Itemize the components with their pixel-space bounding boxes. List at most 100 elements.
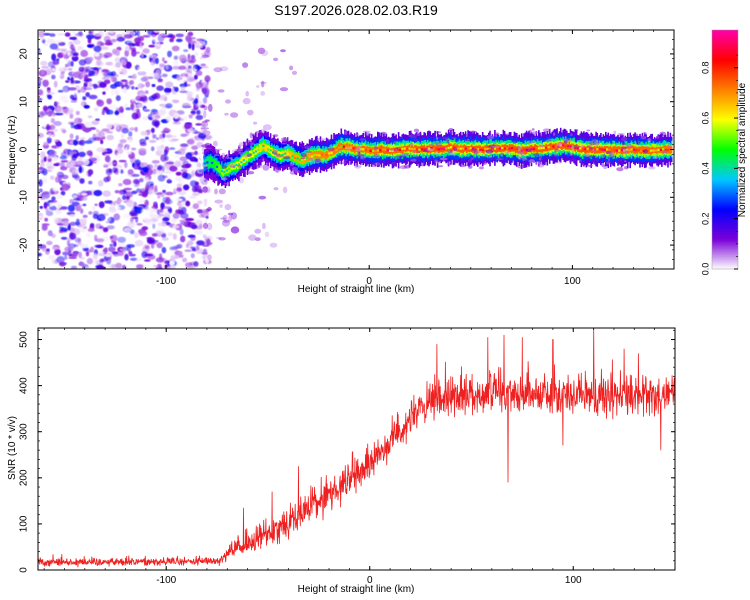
y-tick-label: 400 — [19, 377, 30, 394]
x-tick-label: -100 — [156, 276, 176, 287]
noise-blob — [119, 139, 127, 144]
noise-blob — [160, 108, 167, 113]
colorbar-step — [712, 225, 738, 228]
colorbar-step — [712, 71, 738, 75]
noise-blob — [166, 35, 173, 38]
colorbar-tick-label: 0.0 — [700, 263, 710, 276]
noise-blob — [70, 100, 78, 103]
noise-blob — [115, 152, 122, 158]
ridge-cell — [244, 155, 246, 163]
noise-blob — [84, 69, 91, 73]
colorbar-step — [712, 199, 738, 202]
noise-blob — [67, 51, 71, 57]
ridge-core — [335, 149, 338, 152]
noise-blob — [180, 85, 186, 92]
ridge-halo — [289, 162, 294, 166]
ridge-core — [464, 147, 467, 150]
noise-blob — [205, 263, 210, 268]
noise-blob — [38, 236, 45, 243]
noise-blob — [184, 249, 192, 253]
y-tick-label: 100 — [19, 515, 30, 532]
noise-blob — [69, 221, 77, 226]
ridge-halo — [332, 157, 336, 160]
noise-blob — [69, 214, 75, 217]
ridge-core — [218, 167, 221, 171]
noise-blob — [260, 91, 266, 96]
spectrogram-y-label: Frequency (Hz) — [7, 116, 18, 185]
noise-blob — [56, 32, 66, 36]
ridge-halo — [481, 160, 488, 165]
ridge-core — [381, 148, 384, 151]
noise-blob — [39, 205, 43, 209]
colorbar-step — [712, 67, 738, 71]
ridge-halo — [667, 144, 671, 147]
noise-blob — [79, 137, 86, 140]
noise-blob — [86, 150, 93, 156]
ridge-halo — [327, 163, 336, 167]
noise-blob — [118, 177, 124, 182]
ridge-halo — [591, 139, 598, 142]
noise-blob — [96, 99, 104, 107]
noise-blob — [146, 229, 151, 234]
noise-blob — [122, 194, 127, 201]
noise-blob — [203, 105, 208, 111]
noise-blob — [279, 87, 289, 92]
ridge-halo — [478, 166, 485, 170]
noise-blob — [219, 66, 229, 72]
noise-blob — [96, 129, 100, 133]
ridge-cell — [207, 158, 210, 166]
noise-blob — [165, 134, 173, 139]
noise-blob — [215, 236, 222, 240]
ridge-cell — [253, 148, 256, 155]
ridge-halo — [485, 149, 494, 154]
noise-blob — [165, 88, 172, 93]
noise-blob — [149, 218, 159, 222]
noise-blob — [148, 44, 156, 48]
ridge-cell — [212, 160, 215, 167]
noise-blob — [167, 50, 172, 58]
ridge-core — [649, 149, 653, 152]
ridge-core — [213, 163, 216, 166]
colorbar-step — [712, 227, 738, 230]
noise-blob — [185, 35, 192, 42]
colorbar-step — [712, 91, 738, 95]
noise-blob — [108, 168, 112, 173]
ridge-halo — [645, 146, 650, 148]
noise-blob — [172, 233, 177, 240]
ridge-core — [659, 148, 662, 151]
noise-blob — [106, 75, 112, 79]
noise-blob — [111, 264, 116, 269]
noise-blob — [103, 52, 113, 58]
ridge-cell — [219, 166, 222, 173]
ridge-halo — [203, 166, 209, 169]
noise-blob — [162, 222, 167, 227]
noise-blob — [260, 50, 269, 56]
ridge-halo — [396, 147, 399, 150]
noise-blob — [38, 48, 41, 55]
ridge-halo — [344, 159, 348, 162]
ridge-halo — [607, 158, 611, 162]
colorbar-step — [712, 193, 738, 196]
noise-blob — [141, 208, 145, 216]
noise-blob — [246, 171, 255, 175]
colorbar-step — [712, 113, 738, 117]
noise-blob — [117, 167, 122, 174]
noise-blob — [135, 51, 140, 54]
noise-blob — [207, 254, 212, 261]
ridge-halo — [453, 147, 458, 151]
colorbar-step — [712, 183, 738, 186]
noise-blob — [56, 256, 65, 264]
noise-blob — [248, 234, 257, 241]
noise-blob — [188, 78, 197, 82]
noise-blob — [106, 225, 115, 230]
noise-blob — [93, 67, 102, 70]
ridge-halo — [606, 161, 611, 165]
noise-blob — [71, 48, 76, 56]
ridge-core — [398, 148, 401, 151]
ridge-halo — [238, 169, 243, 173]
noise-blob — [45, 249, 50, 255]
noise-blob — [43, 141, 49, 146]
noise-blob — [191, 247, 197, 252]
ridge-cell — [401, 146, 403, 154]
ridge-core — [267, 148, 270, 151]
